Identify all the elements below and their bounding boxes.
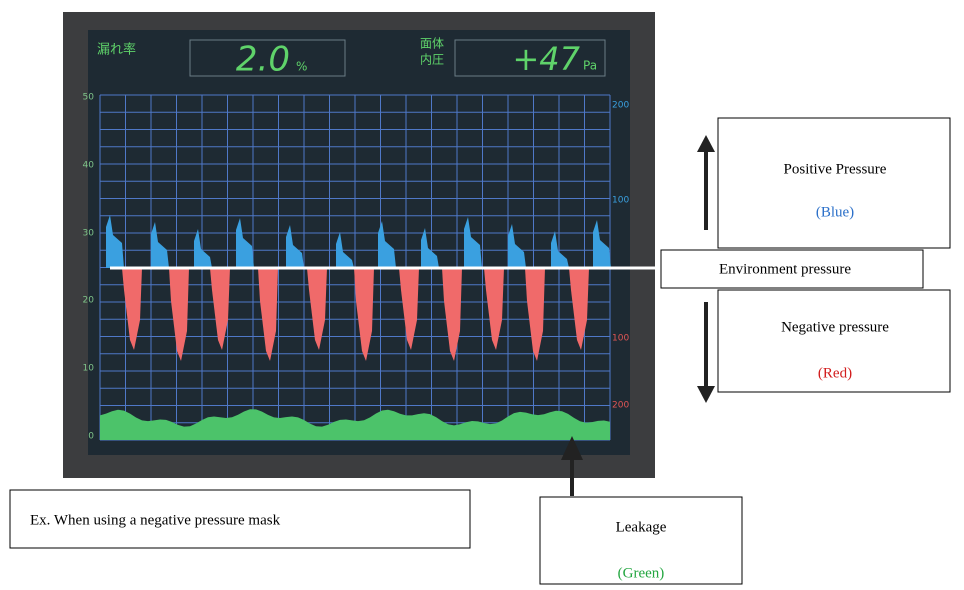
negative-wave — [569, 268, 589, 350]
positive-wave — [151, 222, 169, 268]
left-axis-label: 40 — [83, 161, 95, 171]
pressure-label: 内圧 — [420, 53, 444, 67]
right-axis-label: 100 — [612, 196, 629, 206]
environment-box — [660, 249, 924, 289]
left-axis-label: 50 — [83, 93, 95, 103]
left-axis-label: 0 — [88, 432, 94, 442]
negative-box — [717, 289, 951, 393]
leak-value: 2.0 — [236, 40, 290, 80]
negative-wave — [258, 268, 278, 361]
positive-box — [717, 117, 951, 249]
positive-wave — [593, 220, 611, 268]
positive-wave — [236, 218, 254, 268]
leak-box — [189, 39, 346, 77]
positive-wave — [336, 232, 354, 268]
positive-wave — [464, 217, 482, 268]
right-axis-label: 100 — [612, 334, 629, 344]
negative-wave — [525, 268, 545, 361]
pressure-unit: Pa — [583, 59, 597, 73]
pressure-label: 面体 — [420, 37, 444, 51]
example-box — [9, 489, 471, 549]
leak-label: 漏れ率 — [97, 42, 136, 58]
left-axis-label: 30 — [83, 229, 95, 239]
positive-wave — [551, 231, 569, 268]
negative-wave — [484, 268, 504, 350]
negative-wave — [307, 268, 327, 350]
arrow-head — [697, 135, 715, 152]
leak-unit: % — [296, 60, 307, 74]
positive-wave — [194, 229, 212, 268]
environment-text: Environment pressure — [719, 261, 851, 277]
positive-wave — [421, 228, 439, 268]
positive-wave — [378, 221, 396, 268]
right-axis-label: 200 — [612, 401, 629, 411]
negative-wave — [122, 268, 142, 350]
positive-text: Positive Pressure — [784, 161, 887, 177]
right-axis-label: 200 — [612, 101, 629, 111]
waveforms — [100, 215, 611, 440]
negative-wave — [354, 268, 374, 361]
arrow-head — [697, 386, 715, 403]
screen — [88, 30, 630, 455]
negative-wave — [210, 268, 230, 350]
pressure-value: +47 — [512, 40, 580, 78]
negative-text: Negative pressure — [781, 319, 889, 335]
left-axis: 50 40 30 20 10 0 — [83, 93, 95, 442]
leakage-box — [539, 496, 743, 585]
negative-wave — [399, 268, 419, 350]
left-axis-label: 10 — [83, 364, 95, 374]
example-text: Ex. When using a negative pressure mask — [30, 512, 281, 528]
pressure-box — [454, 39, 606, 77]
negative-wave — [169, 268, 189, 361]
left-axis-label: 20 — [83, 296, 95, 306]
negative-color: (Red) — [818, 365, 852, 381]
positive-wave — [286, 225, 304, 268]
leakage-color: (Green) — [618, 565, 665, 581]
arrow-head — [561, 436, 583, 460]
negative-wave — [442, 268, 462, 361]
leakage-wave — [100, 409, 610, 440]
positive-wave — [508, 224, 526, 268]
right-axis: 200 100 100 200 — [612, 101, 629, 411]
positive-wave — [106, 215, 124, 268]
positive-color: (Blue) — [816, 204, 854, 220]
leakage-text: Leakage — [616, 519, 667, 535]
